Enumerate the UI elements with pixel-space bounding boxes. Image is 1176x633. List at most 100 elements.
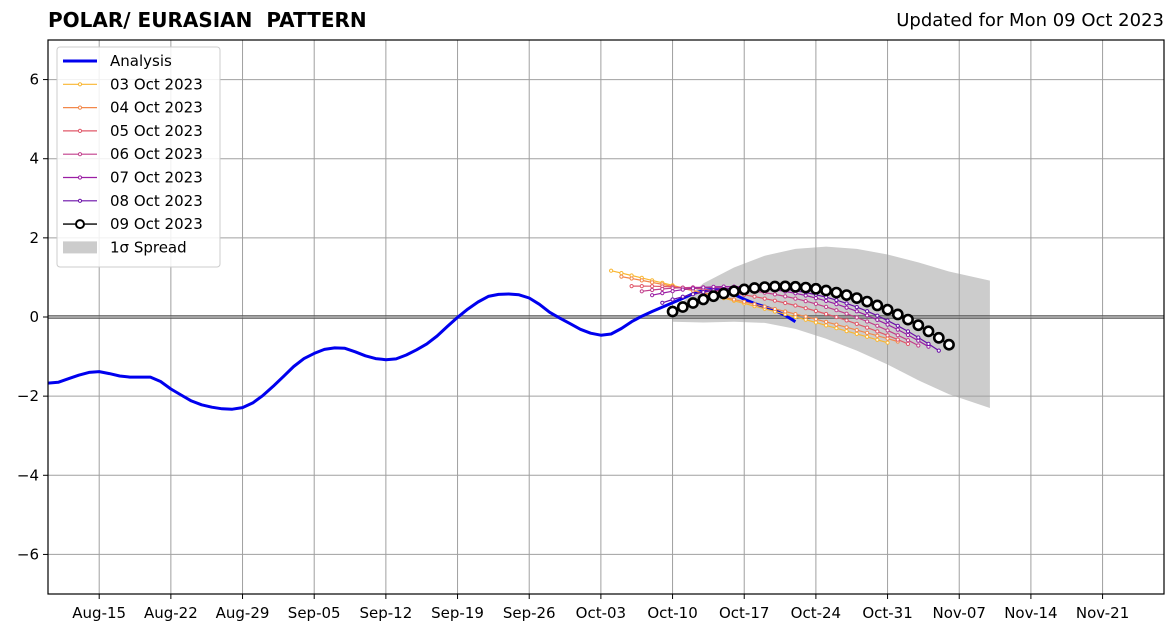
forecast-point: [936, 348, 941, 353]
x-tick-label: Aug-15: [72, 604, 126, 622]
legend-box: [56, 46, 221, 268]
forecast-point: [875, 337, 880, 342]
forecast-point: [758, 281, 771, 293]
legend-label: Analysis: [110, 52, 172, 70]
plot-frame: [47, 39, 1165, 595]
forecast-point: [916, 343, 921, 348]
forecast-point: [779, 280, 792, 293]
legend-swatch-marker: [77, 105, 83, 110]
forecast-point: [895, 327, 900, 332]
legend-swatch: [63, 241, 97, 254]
forecast-point: [844, 325, 849, 330]
forecast-point: [728, 285, 740, 298]
forecast-point: [701, 285, 706, 290]
forecast-point: [629, 284, 634, 289]
forecast-point: [865, 319, 870, 324]
forecast-point: [820, 284, 832, 297]
forecast-point: [772, 298, 778, 303]
forecast-point: [799, 281, 812, 294]
forecast-point: [885, 340, 890, 345]
forecast-point: [752, 294, 757, 299]
forecast-line: [621, 276, 898, 343]
forecast-point: [731, 297, 737, 302]
forecast-point: [701, 290, 706, 295]
forecast-point: [629, 276, 634, 281]
forecast-point: [891, 308, 904, 321]
forecast-point: [639, 278, 644, 283]
forecast-point: [660, 286, 665, 292]
legend-label: 07 Oct 2023: [110, 169, 203, 187]
forecast-point: [824, 304, 829, 309]
x-tick-label: Sep-26: [503, 604, 556, 622]
forecast-point: [793, 303, 798, 308]
x-tick-label: Sep-19: [431, 604, 484, 622]
forecast-line: [610, 270, 888, 344]
x-tick-label: Aug-22: [144, 604, 198, 622]
forecast-point: [824, 323, 829, 328]
forecast-point: [813, 317, 819, 322]
forecast-point: [824, 319, 829, 324]
forecast-point: [680, 294, 685, 299]
forecast-point: [844, 301, 849, 306]
forecast-point: [881, 303, 894, 316]
forecast-point: [707, 290, 720, 303]
forecast-point: [813, 301, 819, 306]
forecast-point: [772, 292, 778, 297]
forecast-point: [717, 287, 730, 300]
forecast-point: [711, 284, 716, 289]
forecast-point: [865, 334, 870, 339]
x-tick-label: Nov-07: [933, 604, 986, 622]
forecast-point: [813, 320, 819, 325]
forecast-point: [905, 332, 911, 338]
x-tick-label: Nov-14: [1004, 604, 1057, 622]
y-tick-label: 4: [29, 150, 39, 168]
forecast-point: [854, 321, 859, 326]
forecast-point: [865, 313, 870, 318]
legend-swatch-marker: [77, 175, 83, 180]
forecast-point: [676, 301, 689, 313]
forecast-line: [641, 286, 919, 347]
forecast-point: [762, 304, 767, 309]
x-tick-label: Nov-21: [1076, 604, 1129, 622]
legend-swatch-marker: [77, 82, 83, 87]
x-tick-label: Oct-10: [647, 604, 697, 622]
forecast-point: [905, 329, 911, 334]
forecast-point: [834, 326, 839, 331]
forecast-point: [854, 328, 859, 333]
forecast-point: [865, 325, 870, 330]
x-tick-label: Oct-03: [576, 604, 626, 622]
forecast-point: [875, 333, 880, 338]
forecast-point: [762, 296, 767, 301]
forecast-point: [932, 331, 945, 344]
legend-label: 1σ Spread: [110, 238, 187, 256]
forecast-point: [840, 289, 853, 301]
forecast-point: [865, 330, 870, 335]
forecast-point: [895, 337, 900, 342]
x-tick-label: Sep-12: [359, 604, 412, 622]
forecast-point: [690, 286, 696, 291]
forecast-point: [875, 313, 880, 318]
forecast-point: [783, 309, 788, 314]
legend-label: 04 Oct 2023: [110, 99, 203, 117]
y-tick-label: 6: [29, 71, 39, 89]
forecast-point: [895, 323, 900, 328]
forecast-point: [680, 287, 685, 292]
forecast-point: [803, 314, 808, 319]
forecast-point: [813, 308, 819, 314]
forecast-point: [793, 312, 798, 317]
forecast-point: [854, 305, 859, 310]
forecast-point: [834, 302, 839, 307]
forecast-point: [875, 323, 880, 328]
forecast-point: [943, 338, 955, 351]
forecast-point: [650, 280, 655, 285]
forecast-point: [854, 309, 859, 314]
forecast-point: [697, 293, 710, 306]
forecast-point: [854, 315, 859, 320]
forecast-point: [844, 329, 849, 334]
forecast-point: [854, 331, 859, 336]
y-tick-label: 2: [29, 229, 39, 247]
forecast-point: [902, 313, 914, 326]
x-tick-label: Oct-17: [719, 604, 769, 622]
forecast-point: [875, 329, 880, 334]
forecast-point: [834, 298, 839, 303]
